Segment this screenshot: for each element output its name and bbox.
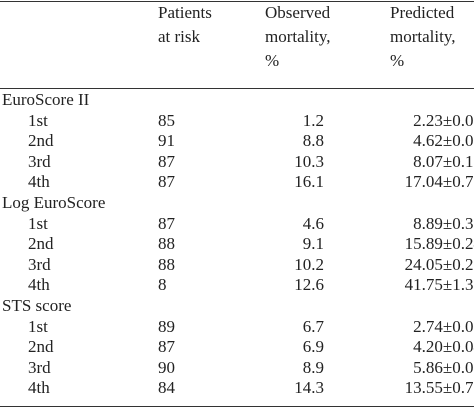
header-observed: mortality, [265,27,331,46]
header-observed: % [265,51,280,70]
observed: 14.3 [294,378,324,398]
predicted: 17.04±0.70 [404,172,474,192]
patients: 87 [158,213,175,233]
bottom-rule [0,406,474,407]
observed: 9.1 [302,234,324,254]
patients: 87 [158,337,175,357]
observed: 1.2 [302,110,324,130]
predicted: 5.86±0.08 [413,357,474,377]
observed: 6.7 [302,316,324,336]
quartile: 4th [28,275,50,295]
observed: 6.9 [302,337,324,357]
predicted: 13.55±0.75 [404,378,474,398]
observed: 12.6 [294,275,324,295]
observed: 16.1 [294,172,324,192]
quartile: 1st [28,110,48,130]
patients: 87 [158,172,175,192]
predicted: 4.20±0.04 [413,337,474,357]
observed: 4.6 [302,213,324,233]
header-predicted: mortality, [390,27,456,46]
header-patients: Patients [158,3,212,22]
header-rule [0,88,474,89]
predicted: 15.89±0.24 [404,234,474,254]
quartile: 3rd [28,254,51,274]
quartile: 4th [28,172,50,192]
section-label: Log EuroScore [2,193,106,212]
predicted: 8.89±0.30 [413,213,474,233]
header-predicted: Predicted [390,3,455,22]
predicted: 2.74±0.06 [413,316,474,336]
header-predicted: % [390,51,405,70]
predicted: 24.05±0.29 [404,254,474,274]
observed: 10.2 [294,254,324,274]
patients: 84 [158,378,175,398]
quartile: 4th [28,378,50,398]
patients: 90 [158,357,175,377]
top-rule [0,1,474,2]
patients: 89 [158,316,175,336]
header-observed: Observed [265,3,331,22]
header-patients: at risk [158,27,201,46]
quartile: 3rd [28,151,51,171]
predicted: 4.62±0.08 [413,131,474,151]
predicted: 41.75±1.35 [404,275,474,295]
observed: 8.8 [302,131,324,151]
section-label: STS score [2,296,72,315]
patients: 88 [158,234,175,254]
section-label: EuroScore II [2,90,90,109]
quartile: 2nd [28,337,54,357]
observed: 10.3 [294,151,324,171]
predicted: 2.23±0.08 [413,110,474,130]
patients: 8 [158,275,167,295]
patients: 91 [158,131,175,151]
observed: 8.9 [302,357,324,377]
patients: 85 [158,110,175,130]
predicted: 8.07±0.13 [413,151,474,171]
quartile: 1st [28,213,48,233]
quartile: 2nd [28,131,54,151]
quartile: 3rd [28,357,51,377]
quartile: 2nd [28,234,54,254]
patients: 87 [158,151,175,171]
quartile: 1st [28,316,48,336]
patients: 88 [158,254,175,274]
